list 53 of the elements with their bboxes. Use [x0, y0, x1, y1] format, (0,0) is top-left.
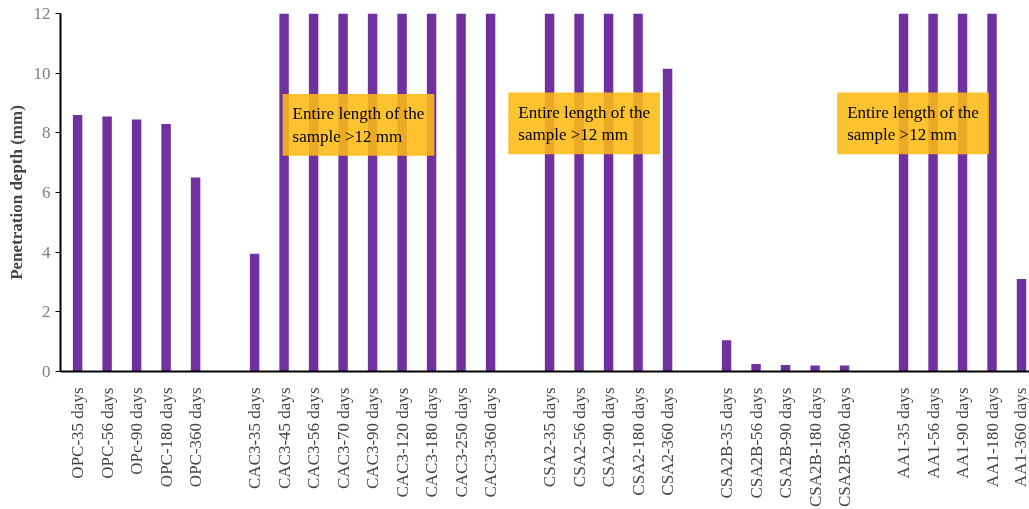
- x-tick-label: CSA2B-56 days: [746, 387, 766, 499]
- y-axis-title: Penetration depth (mm): [6, 105, 26, 280]
- y-tick-label: 4: [42, 242, 51, 262]
- y-tick-label: 8: [42, 123, 51, 143]
- x-tick-label: AA1-90 days: [953, 387, 973, 479]
- x-tick-label: CAC3-250 days: [451, 387, 471, 498]
- x-tick-label: CSA2B-180 days: [805, 387, 825, 507]
- x-tick-label: CSA2-35 days: [540, 387, 560, 488]
- bar: [190, 177, 201, 372]
- y-tick-label: 12: [33, 4, 51, 23]
- x-tick-label: OPc-90 days: [127, 387, 147, 475]
- x-tick-label: CAC3-56 days: [304, 387, 324, 490]
- x-tick-label: CSA2B-90 days: [776, 387, 796, 499]
- x-tick-label: CSA2-360 days: [658, 387, 678, 496]
- x-tick-label: AA1-180 days: [982, 387, 1002, 488]
- x-tick-label: CAC3-120 days: [392, 387, 412, 498]
- x-tick-label: CAC3-360 days: [481, 387, 501, 498]
- x-tick-label: CAC3-180 days: [422, 387, 442, 498]
- annotation: Entire length of the sample >12 mm: [292, 104, 425, 146]
- bar: [1016, 279, 1027, 372]
- bar: [751, 364, 761, 372]
- bar: [721, 340, 732, 372]
- bar: [662, 68, 673, 372]
- x-tick-label: OPC-180 days: [156, 387, 176, 488]
- annotation: Entire length of the sample >12 mm: [847, 102, 979, 145]
- x-tick-label: CAC3-35 days: [245, 387, 265, 490]
- bar: [987, 13, 997, 372]
- y-tick-label: 10: [33, 63, 51, 83]
- bar: [485, 13, 496, 372]
- bar: [131, 119, 142, 372]
- annotation: Entire length of the sample >12 mm: [518, 102, 650, 145]
- x-tick-label: CAC3-70 days: [333, 387, 353, 490]
- x-tick-label: OPC-360 days: [186, 387, 206, 488]
- y-tick-label: 2: [42, 302, 51, 322]
- x-tick-label: CSA2-180 days: [628, 387, 648, 496]
- x-tick-label: CSA2B-360 days: [835, 387, 855, 507]
- x-tick-label: AA1-360 days: [1010, 387, 1029, 488]
- x-tick-label: OPC-56 days: [97, 387, 117, 479]
- x-tick-label: CSA2B-35 days: [717, 387, 737, 499]
- x-tick-label: AA1-56 days: [923, 387, 943, 479]
- y-tick-label: 6: [42, 183, 51, 202]
- bar: [161, 123, 171, 372]
- x-tick-label: CAC3-45 days: [274, 387, 294, 490]
- x-tick-label: CSA2-56 days: [569, 387, 589, 488]
- x-tick-label: CAC3-90 days: [363, 387, 383, 490]
- bar: [456, 13, 466, 372]
- bar: [102, 116, 112, 372]
- bar: [72, 114, 83, 372]
- x-tick-label: CSA2-90 days: [599, 387, 619, 488]
- x-tick-label: OPC-35 days: [68, 387, 88, 479]
- y-tick-label: 0: [42, 362, 51, 381]
- x-tick-label: AA1-35 days: [894, 387, 914, 479]
- bar: [249, 253, 260, 372]
